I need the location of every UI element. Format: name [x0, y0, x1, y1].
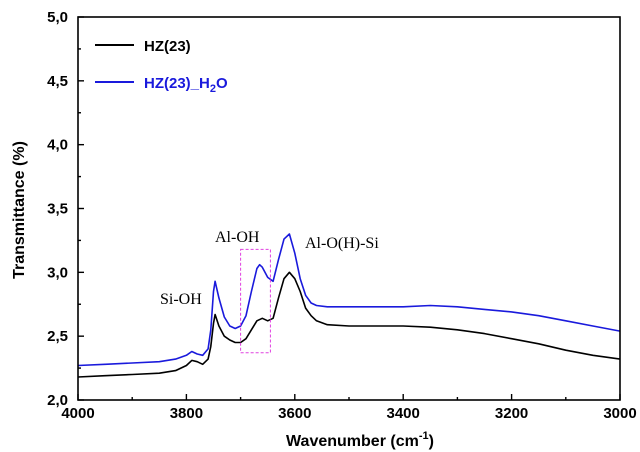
- annotation-si-oh: Si-OH: [160, 291, 202, 308]
- y-tick-label: 3,5: [47, 201, 68, 218]
- x-ticks: 4000 3800 3600 3400 3200 3000: [61, 394, 637, 422]
- y-tick-label: 3,0: [47, 264, 68, 281]
- y-tick-label: 4,5: [47, 73, 68, 90]
- y-ticks: 2,0 2,5 3,0 3,5 4,0 4,5 5,0: [47, 9, 84, 409]
- series-layer: [77, 233, 621, 378]
- y-tick-label: 5,0: [47, 9, 68, 26]
- x-axis-title: Wavenumber (cm-1): [286, 430, 434, 450]
- legend-label-hz23-h2o: HZ(23)_H2O: [144, 75, 228, 95]
- x-tick-label: 3200: [495, 405, 528, 422]
- x-tick-label: 3400: [387, 405, 420, 422]
- al-oh-highlight-box: [240, 248, 271, 354]
- legend-label-hz23: HZ(23): [144, 38, 191, 55]
- series-line-hz23-h2o: [77, 233, 621, 367]
- x-tick-label: 3600: [278, 405, 311, 422]
- series-line-hz23: [77, 271, 621, 378]
- x-tick-label: 4000: [61, 405, 94, 422]
- annotation-al-oh: Al-OH: [215, 229, 260, 246]
- x-tick-label: 3800: [170, 405, 203, 422]
- y-tick-label: 2,0: [47, 392, 68, 409]
- y-tick-label: 2,5: [47, 328, 68, 345]
- legend: HZ(23) HZ(23)_H2O: [95, 38, 228, 95]
- annotation-al-o-h-si: Al-O(H)-Si: [305, 235, 379, 252]
- y-tick-label: 4,0: [47, 137, 68, 154]
- y-axis-title: Transmittance (%): [11, 141, 28, 279]
- x-tick-label: 3000: [603, 405, 636, 422]
